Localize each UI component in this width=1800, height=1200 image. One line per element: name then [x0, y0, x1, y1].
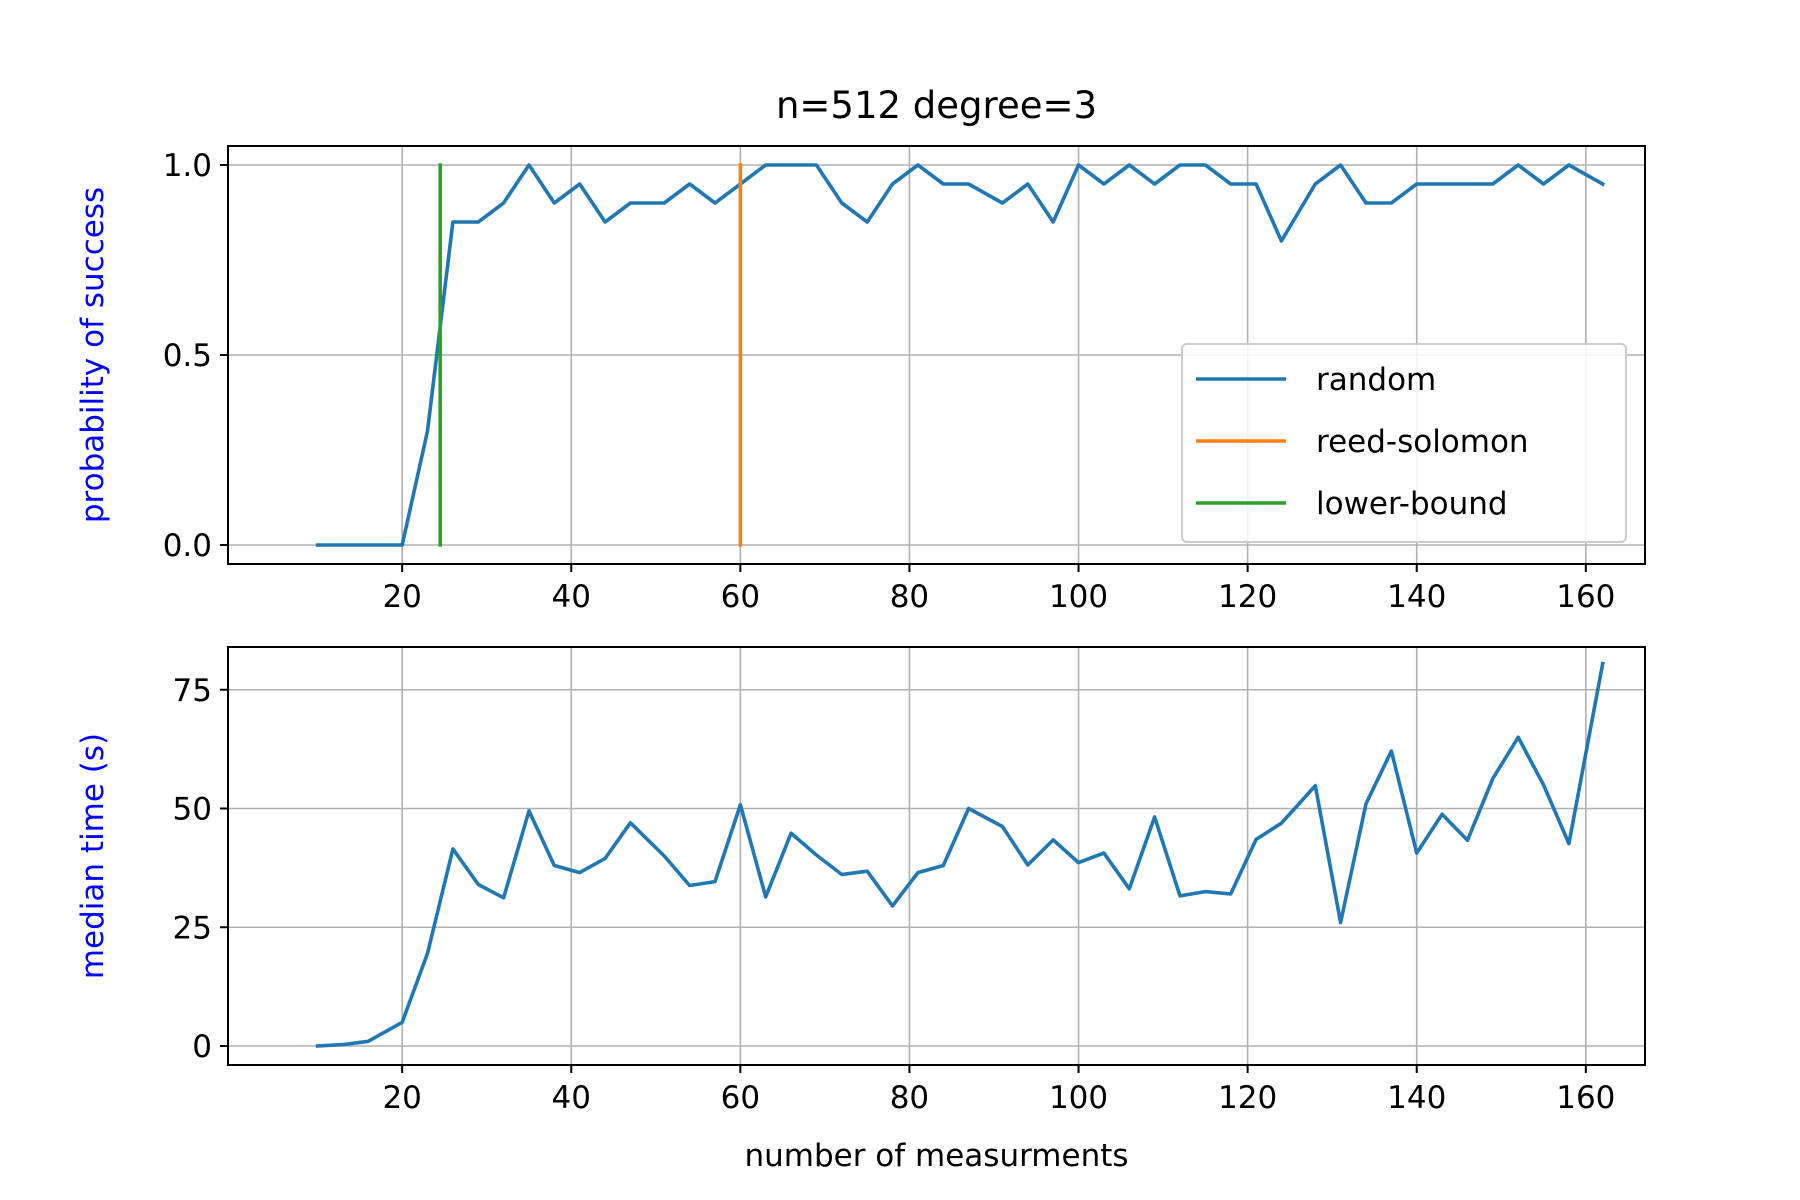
x-tick-label: 160: [1556, 579, 1615, 615]
x-tick-label: 20: [382, 579, 421, 615]
y-tick-label: 25: [173, 910, 212, 946]
x-tick-label: 80: [890, 579, 929, 615]
y-tick-label: 75: [173, 673, 212, 709]
y-tick-label: 0.0: [163, 528, 212, 564]
y-axis-label-median-time: median time (s): [75, 733, 111, 979]
axis-ticks: 20 40 60 80 100 120 140 160 0 25 50 75: [173, 673, 1616, 1116]
series-line-random: [315, 163, 1606, 547]
top-panel-probability: 20 40 60 80 100 120 140 160 0.0 0.5 1.0 probabilit…: [75, 145, 1646, 615]
axes-frame: [227, 145, 1646, 565]
x-tick-label: 120: [1218, 579, 1277, 615]
x-tick-label: 100: [1049, 1080, 1108, 1116]
x-axis-label: number of measurments: [744, 1138, 1128, 1174]
bottom-panel-median-time: 20 40 60 80 100 120 140 160 0 25 50 75 median time …: [75, 646, 1646, 1116]
x-tick-label: 20: [382, 1080, 421, 1116]
legend-label-lower-bound: lower-bound: [1316, 486, 1508, 522]
axes-frame: [227, 646, 1646, 1066]
y-axis-label-probability: probability of success: [75, 187, 111, 523]
y-tick-label: 1.0: [163, 148, 212, 184]
legend-label-random: random: [1316, 362, 1436, 398]
x-tick-label: 120: [1218, 1080, 1277, 1116]
x-tick-label: 100: [1049, 579, 1108, 615]
series-line-random: [315, 661, 1605, 1048]
grid-lines: [228, 647, 1645, 1065]
x-tick-label: 80: [890, 1080, 929, 1116]
x-tick-label: 140: [1387, 1080, 1446, 1116]
x-tick-label: 40: [552, 579, 591, 615]
x-tick-label: 160: [1556, 1080, 1615, 1116]
y-tick-label: 0.5: [163, 338, 212, 374]
axis-ticks: 20 40 60 80 100 120 140 160 0.0 0.5 1.0: [163, 148, 1616, 615]
y-tick-label: 0: [192, 1029, 212, 1065]
plot-lines: [315, 661, 1605, 1048]
figure-title: n=512 degree=3: [776, 84, 1097, 127]
legend-box: [1181, 343, 1627, 543]
y-tick-label: 50: [173, 792, 212, 828]
x-tick-label: 140: [1387, 579, 1446, 615]
x-tick-label: 60: [721, 1080, 760, 1116]
legend-label-reed-solomon: reed-solomon: [1316, 424, 1529, 460]
x-tick-label: 60: [721, 579, 760, 615]
x-tick-label: 40: [552, 1080, 591, 1116]
plot-lines: [315, 163, 1606, 547]
legend: random reed-solomon lower-bound: [1181, 343, 1627, 543]
